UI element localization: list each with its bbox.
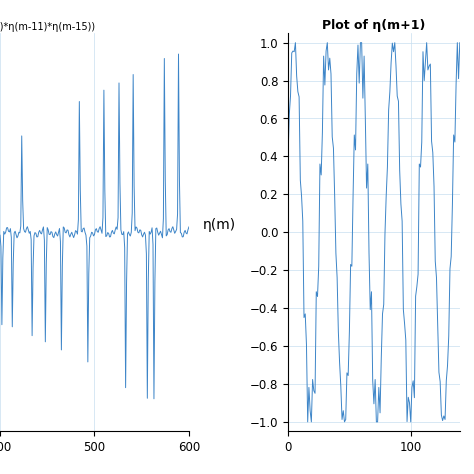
Text: -7)*η(m-11)*η(m-15)): -7)*η(m-11)*η(m-15)) <box>0 22 96 32</box>
Title: Plot of η(m+1): Plot of η(m+1) <box>322 19 426 32</box>
Y-axis label: η(m): η(m) <box>203 218 236 232</box>
